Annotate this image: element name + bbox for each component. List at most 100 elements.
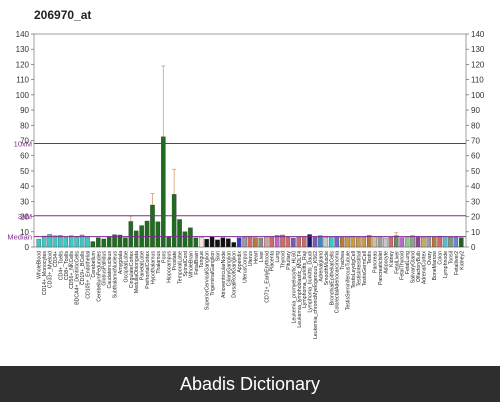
x-tick-label-2: CD33+_Myeloid — [48, 251, 54, 288]
y-tick-label-left-7: 70 — [20, 137, 29, 146]
x-tick-label-56: Trachea — [340, 251, 346, 270]
x-tick-label-1: CD14+_Monocytes — [42, 251, 48, 296]
bar-25 — [171, 194, 177, 248]
bar-65 — [388, 236, 394, 248]
bar-12 — [101, 238, 106, 248]
y-tick-label-left-3: 30 — [20, 197, 29, 206]
y-tick-label-left-11: 110 — [16, 76, 29, 85]
bar-61 — [366, 235, 372, 248]
y-tick-label-left-14: 140 — [16, 30, 30, 39]
bar-34 — [220, 237, 226, 248]
bar-43 — [269, 236, 274, 248]
reference-label-2: Median — [7, 233, 32, 242]
bar-44 — [274, 235, 280, 248]
bar-8 — [79, 234, 85, 248]
bar-59 — [356, 236, 361, 248]
y-tick-label-left-12: 120 — [16, 60, 30, 69]
x-tick-label-77: Fetalliver2 — [454, 251, 460, 275]
x-tick-label-0: WholeBlood — [37, 251, 43, 279]
x-tick-label-19: ParietalLobe — [140, 251, 146, 280]
x-tick-label-54: BronchialEpithelialCells — [329, 251, 335, 306]
x-tick-label-70: OlfactoryBulb — [416, 251, 422, 282]
y-tick-label-right-3: 30 — [471, 197, 480, 206]
x-tick-label-37: Appendix — [237, 251, 243, 273]
bar-chart: 0 0 10 10 20 20 30 30 40 40 50 50 60 60 70 70 80 80 90 90 10… — [7, 30, 485, 339]
bar-1 — [41, 235, 47, 248]
bar-49 — [301, 236, 307, 248]
bar-76 — [448, 237, 453, 248]
x-tick-label-50: Lymphoma_burkitts_Daudi — [308, 251, 314, 313]
bar-64 — [383, 237, 388, 248]
x-tick-label-57: TestisSeminiferousTubule — [346, 251, 352, 310]
bar-10 — [90, 241, 96, 248]
x-tick-label-71: AdrenalCortex — [421, 251, 427, 285]
y-tick-label-right-2: 20 — [471, 213, 480, 222]
x-tick-label-33: Skin — [215, 251, 221, 261]
bar-62 — [372, 236, 377, 248]
bar-32 — [209, 236, 215, 248]
x-tick-label-27: SpinalCord — [183, 251, 189, 277]
bar-27 — [182, 231, 188, 248]
bar-75 — [442, 236, 448, 248]
y-tick-label-right-4: 40 — [471, 182, 480, 191]
bar-28 — [188, 227, 193, 248]
bar-73 — [431, 236, 437, 248]
bar-37 — [236, 237, 242, 248]
x-tick-label-21: Hypothalamus — [150, 251, 156, 285]
bar-23 — [161, 136, 166, 248]
bar-3 — [52, 235, 58, 248]
y-tick-label-right-6: 60 — [471, 152, 480, 161]
x-tick-label-24: Hippocampus — [167, 251, 173, 283]
bar-21 — [150, 204, 155, 248]
bar-40 — [253, 237, 258, 248]
x-tick-label-15: Amygdala — [118, 251, 124, 274]
x-tick-label-76: Tonsil — [448, 251, 454, 264]
x-tick-label-55: ColorectalAdenocarcinoma — [335, 251, 341, 313]
x-tick-label-47: Leukemia_promyelocytic_HL60 — [291, 251, 297, 323]
x-tick-label-49: Lymphoma_burkitts_Raji — [302, 251, 308, 308]
bar-42 — [263, 236, 269, 248]
bar-54 — [329, 236, 334, 248]
bar-69 — [410, 235, 415, 248]
x-tick-label-7: BDCA4+_DentriticCells — [75, 251, 81, 305]
y-tick-label-right-10: 100 — [471, 91, 485, 100]
x-tick-label-75: Lymphnode — [443, 251, 449, 278]
y-tick-label-right-1: 10 — [471, 228, 480, 237]
bar-60 — [361, 236, 367, 248]
x-tick-label-72: Ovary — [427, 251, 433, 265]
y-tick-label-right-0: 0 — [471, 243, 476, 252]
y-tick-label-left-6: 60 — [20, 152, 29, 161]
bar-48 — [296, 236, 302, 248]
bar-18 — [133, 230, 139, 248]
x-tick-label-11: CerebellumPeduncles — [96, 251, 102, 302]
y-tick-label-right-12: 120 — [471, 60, 485, 69]
bar-15 — [117, 234, 123, 248]
bar-11 — [96, 237, 101, 248]
bar-29 — [193, 237, 199, 248]
x-tick-label-41: Liver — [259, 251, 265, 263]
y-tick-label-left-1: 10 — [20, 228, 29, 237]
x-tick-label-51: Leukemia_chronicMyelogenous_K562 — [313, 251, 319, 339]
y-tick-label-left-4: 40 — [20, 182, 29, 191]
bar-16 — [123, 237, 128, 248]
bar-51 — [312, 236, 318, 248]
bar-17 — [128, 221, 134, 248]
y-tick-label-left-2: 20 — [20, 213, 29, 222]
x-tick-label-39: Uterus — [248, 251, 254, 267]
bar-36 — [231, 242, 237, 248]
reference-label-0: 10xM — [14, 140, 32, 149]
x-tick-label-18: MedullaOblongata — [134, 251, 140, 293]
plot-frame — [33, 33, 467, 248]
x-tick-label-59: TestisInterstitial — [356, 251, 362, 286]
bar-35 — [226, 238, 231, 248]
y-tick-label-right-5: 50 — [471, 167, 480, 176]
x-tick-label-42: CD71+_EarlyErythroid — [264, 251, 270, 303]
x-tick-label-64: Adipocyte — [383, 251, 389, 274]
x-tick-label-20: PrefrontalCortex — [145, 251, 151, 289]
bar-46 — [285, 236, 291, 248]
x-tick-label-65: Kidney — [389, 251, 395, 267]
reference-label-1: 3xM — [18, 212, 32, 221]
bar-41 — [258, 237, 264, 248]
bar-77 — [453, 237, 459, 248]
y-tick-label-right-11: 110 — [471, 76, 484, 85]
